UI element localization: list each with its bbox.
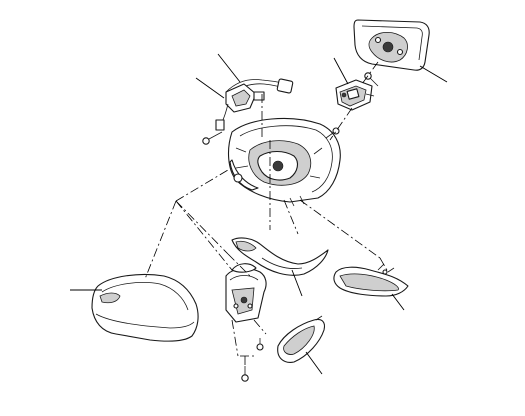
mirror-actuator [336,80,372,110]
turn-signal-lamp [334,264,408,296]
skull-cap-cover [92,274,198,341]
leader-glass [420,66,447,82]
leader-harness-connector [218,54,240,82]
mirror-housing [229,118,341,206]
mirror-glass [354,20,429,70]
leader-lower-trim [306,352,322,374]
lower-trim-cover [278,316,325,362]
leader-turn-signal [392,294,404,310]
harness-screw [203,132,222,144]
leader-wiring [196,78,224,98]
leader-actuator [334,58,348,84]
